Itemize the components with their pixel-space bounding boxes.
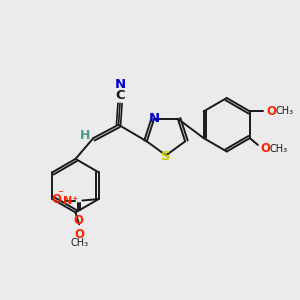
Text: C: C — [115, 89, 125, 102]
Text: N: N — [114, 78, 126, 91]
Text: CH₃: CH₃ — [276, 106, 294, 116]
Text: O: O — [260, 142, 270, 155]
Text: N: N — [149, 112, 160, 125]
Text: N⁺: N⁺ — [63, 196, 78, 206]
Text: CH₃: CH₃ — [270, 143, 288, 154]
Text: H: H — [80, 129, 90, 142]
Text: O: O — [74, 228, 84, 241]
Text: CH₃: CH₃ — [70, 238, 88, 248]
Text: O: O — [73, 214, 83, 227]
Text: ⁻: ⁻ — [57, 189, 63, 199]
Text: S: S — [161, 150, 171, 163]
Text: O: O — [52, 193, 61, 206]
Text: O: O — [266, 105, 276, 118]
